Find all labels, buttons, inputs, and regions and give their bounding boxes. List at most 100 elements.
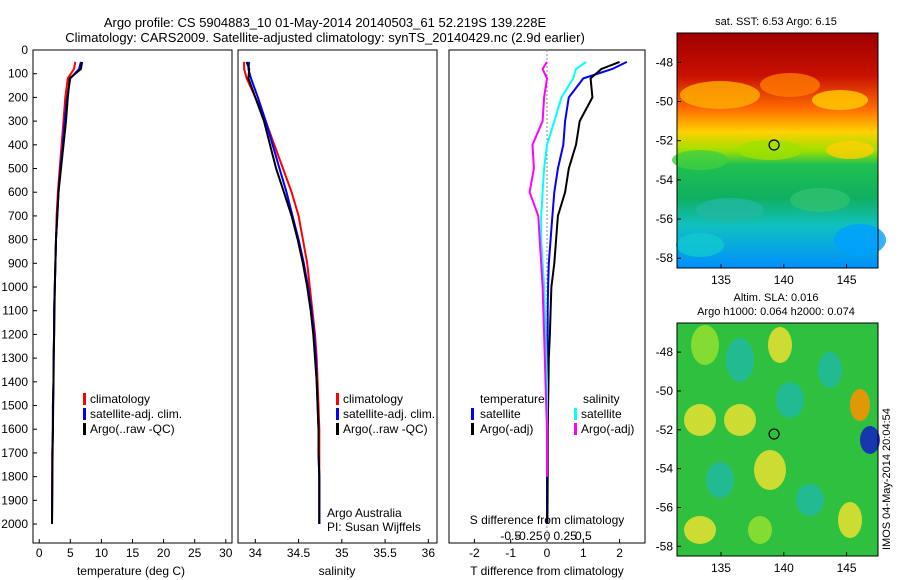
depth-tick-label: 300 (8, 114, 28, 128)
credit-line-2: PI: Susan Wijffels (327, 520, 421, 534)
salinity-profiles (243, 61, 321, 524)
sla-texture-patch (726, 338, 754, 382)
lat-tick-label: -56 (656, 212, 674, 226)
sla-map-axes: 135 140 145 -48 -50 -52 -54 -56 -58 (656, 345, 857, 575)
sst-texture-patch (696, 198, 764, 222)
lat-tick-label: -48 (656, 55, 674, 69)
depth-tick-label: 900 (8, 256, 28, 270)
lon-tick-label: 135 (711, 561, 731, 575)
salinity-legend: climatology satellite-adj. clim. Argo(..… (336, 392, 435, 436)
sla-texture-patch (724, 404, 756, 436)
depth-tick-label: 1400 (1, 375, 28, 389)
lat-tick-label: -52 (656, 134, 674, 148)
sst-texture-patch (680, 81, 760, 109)
sla-map-subtitle: Argo h1000: 0.064 h2000: 0.074 (697, 306, 855, 318)
depth-tick-label: 800 (8, 233, 28, 247)
s-difference-label: S difference from climatology (470, 513, 625, 527)
depth-axis: 0 100 200 300 400 500 600 700 800 900 1000 1100 1200… (1, 43, 37, 531)
x-tick-label: 35 (335, 546, 349, 560)
sst-texture-patch (790, 188, 850, 212)
depth-tick-label: 400 (8, 138, 28, 152)
lon-tick-label: 145 (837, 273, 857, 287)
sla-map-panel: Altim. SLA: 0.016 Argo h1000: 0.064 h200… (656, 292, 880, 575)
x-tick-label: 36 (422, 546, 436, 560)
sla-texture-patch (850, 389, 870, 421)
difference-line-salinity-argo-adj- (528, 61, 549, 477)
sla-texture-patch (691, 325, 719, 365)
difference-legend: temperature salinity satellite Argo(-adj… (471, 392, 634, 436)
imos-timestamp-label: IMOS 04-May-2014 20:04:54 (881, 408, 893, 550)
x-tick-label: 10 (95, 546, 109, 560)
x-tick-label: 15 (126, 546, 140, 560)
temperature-panel: 0100200300400500600700800900100011001200… (1, 43, 232, 578)
sla-map-title: Altim. SLA: 0.016 (734, 292, 819, 304)
legend-label-argo: Argo(..raw -QC) (90, 422, 175, 436)
x-tick-label: 30 (219, 546, 233, 560)
sst-texture-patch (676, 233, 724, 257)
sla-texture-patch (860, 426, 880, 454)
legend-swatch-s-satellite (574, 408, 577, 420)
x-tick-label: 34 (249, 546, 263, 560)
header-line-2: Climatology: CARS2009. Satellite-adjuste… (65, 30, 585, 45)
temperature-axis-label: temperature (deg C) (77, 564, 185, 578)
legend-swatch-t-argo (471, 423, 474, 435)
x-tick-label: 35.5 (373, 546, 397, 560)
legend-swatch-s-argo (574, 423, 577, 435)
x-tick-label: -2 (469, 546, 480, 560)
sst-map-frame (676, 32, 879, 269)
sla-texture-patch (768, 327, 792, 363)
s-tick-label: 0.25 (553, 529, 577, 543)
s-tick-label: 0.5 (575, 529, 592, 543)
depth-tick-label: 1900 (1, 493, 28, 507)
depth-tick-label: 1700 (1, 446, 28, 460)
sst-texture-patch (738, 140, 802, 160)
s-tick-label: -0.5 (500, 529, 521, 543)
s-tick-label: -0.25 (515, 529, 543, 543)
sst-map-axes: 135 140 145 -48 -50 -52 -54 -56 -58 (656, 55, 857, 287)
depth-tick-label: 500 (8, 162, 28, 176)
difference-profiles (528, 60, 628, 525)
x-tick-label: 20 (157, 546, 171, 560)
temperature-plot-frame (32, 49, 233, 544)
sla-texture-patch (838, 502, 862, 538)
sla-texture-patch (706, 462, 734, 498)
x-tick-label: 34.5 (287, 546, 311, 560)
legend-swatch-climatology (336, 393, 339, 405)
salinity-line-argo-raw-qc- (245, 61, 321, 524)
depth-tick-label: 0 (21, 43, 28, 57)
legend-swatch-argo (83, 423, 86, 435)
x-tick-label: -1 (505, 546, 516, 560)
sla-map-texture (684, 325, 880, 544)
legend-label-argo: Argo(..raw -QC) (343, 422, 428, 436)
sla-texture-patch (684, 404, 716, 436)
depth-tick-label: 600 (8, 185, 28, 199)
sla-texture-patch (754, 450, 786, 490)
sst-map-title: sat. SST: 6.53 Argo: 6.15 (715, 16, 837, 28)
sst-map-texture (672, 73, 886, 257)
sla-texture-patch (818, 352, 842, 388)
lat-tick-label: -48 (656, 345, 674, 359)
salinity-axis-label: salinity (319, 564, 356, 578)
lat-tick-label: -50 (656, 384, 674, 398)
x-tick-label: 25 (188, 546, 202, 560)
x-tick-label: 2 (616, 546, 623, 560)
sst-texture-patch (834, 224, 886, 256)
depth-tick-label: 1100 (2, 304, 28, 318)
legend-label-s-argo: Argo(-adj) (581, 422, 634, 436)
header-line-1: Argo profile: CS 5904883_10 01-May-2014 … (104, 15, 547, 30)
legend-label-s-satellite: satellite (581, 407, 622, 421)
legend-swatch-climatology (83, 393, 86, 405)
temperature-legend: climatology satellite-adj. clim. Argo(..… (83, 392, 182, 436)
difference-line-salinity-satellite (540, 61, 587, 477)
sst-texture-patch (760, 73, 820, 97)
legend-swatch-satellite (336, 408, 339, 420)
lat-tick-label: -50 (656, 95, 674, 109)
x-tick-label: 1 (580, 546, 587, 560)
lat-tick-label: -56 (656, 500, 674, 514)
legend-swatch-t-satellite (471, 408, 474, 420)
lon-tick-label: 135 (711, 273, 731, 287)
difference-line-temperature-argo-adj- (546, 60, 620, 525)
salinity-axis: 34 34.5 35 35.5 36 (249, 539, 436, 560)
